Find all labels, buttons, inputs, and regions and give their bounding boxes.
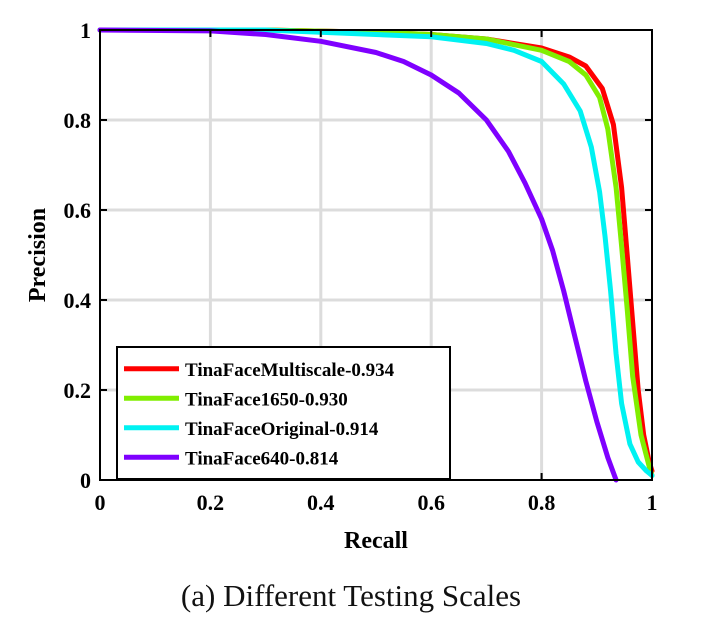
y-axis-title: Precision [25,208,51,302]
x-tick-label: 0.8 [528,490,556,515]
y-tick-label: 0.8 [64,108,92,133]
figure-caption: (a) Different Testing Scales [180,578,522,613]
pr-curve-plot: 0 0.2 0.4 0.6 0.8 1 0 0.2 0.4 0.6 0.8 1 Recall Precis… [25,18,658,554]
x-tick-label: 1 [647,490,658,515]
x-tick-label: 0.2 [197,490,225,515]
y-tick-label: 0 [80,468,91,493]
y-tick-label: 0.6 [64,198,92,223]
y-tick-label: 0.4 [64,288,92,313]
y-tick-label: 1 [80,18,91,43]
series-line [97,27,619,483]
legend-label: TinaFaceOriginal-0.914 [185,419,379,440]
x-axis-title: Recall [344,528,408,554]
legend-label: TinaFaceMultiscale-0.934 [185,360,395,381]
legend-label: TinaFace1650-0.930 [185,389,348,410]
y-tick-label: 0.2 [64,378,92,403]
x-tick-label: 0 [95,490,106,515]
legend-label: TinaFace640-0.814 [185,448,339,469]
x-tick-label: 0.6 [417,490,445,515]
x-tick-label: 0.4 [307,490,335,515]
